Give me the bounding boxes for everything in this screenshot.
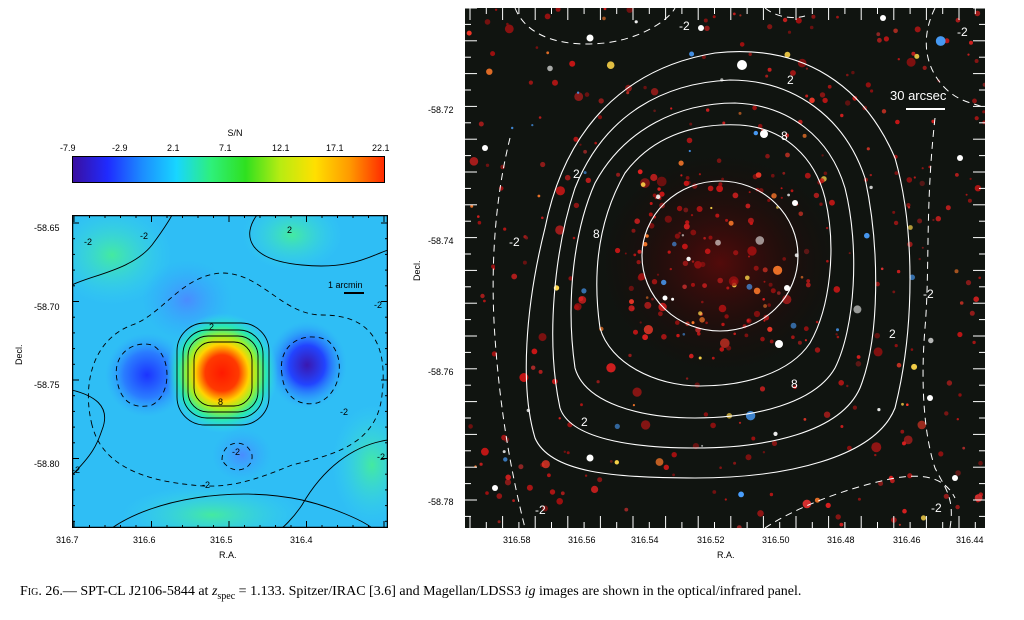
right-contour-label: 8 — [781, 129, 788, 143]
colorbar-tick-label: 7.1 — [219, 143, 232, 153]
right-contour-label: 2 — [787, 73, 794, 87]
right-contour-label: -2 — [923, 287, 934, 301]
caption-z: z — [211, 584, 218, 599]
left-ytick-label: -58.75 — [34, 380, 60, 390]
left-xlabel: R.A. — [219, 550, 237, 560]
right-contour-label: -2 — [957, 25, 968, 39]
right-xtick-label: 316.56 — [568, 535, 596, 545]
right-contour-label: -2 — [535, 503, 546, 517]
right-xtick-label: 316.44 — [956, 535, 984, 545]
left-contour-label: 8 — [218, 397, 223, 407]
right-ytick-label: -58.78 — [428, 497, 454, 507]
right-xtick-label: 316.50 — [762, 535, 790, 545]
right-xtick-label: 316.54 — [631, 535, 659, 545]
left-xtick-label: 316.6 — [133, 535, 156, 545]
left-xtick-label: 316.4 — [290, 535, 313, 545]
caption-text-1: — SPT-CL J2106-5844 at — [62, 584, 212, 599]
colorbar-tick-label: 22.1 — [372, 143, 390, 153]
left-ytick-label: -58.70 — [34, 302, 60, 312]
left-ytick-label: -58.80 — [34, 459, 60, 469]
right-xtick-label: 316.52 — [697, 535, 725, 545]
left-xtick-label: 316.7 — [56, 535, 79, 545]
left-ytick-label: -58.65 — [34, 223, 60, 233]
caption-text-2: = 1.133. Spitzer/IRAC [3.6] and Magellan… — [235, 584, 525, 599]
left-contour-label: -2 — [232, 447, 240, 457]
caption-z-sub: spec — [217, 590, 236, 602]
right-contour-label: 2 — [573, 167, 580, 181]
right-contour-label: 2 — [889, 327, 896, 341]
right-ytick-label: -58.72 — [428, 105, 454, 115]
colorbar-gradient — [72, 156, 385, 183]
left-xtick-label: 316.5 — [210, 535, 233, 545]
left-contour-label: -2 — [202, 480, 210, 490]
left-contour-label: -2 — [377, 452, 385, 462]
right-contour-label: -2 — [509, 235, 520, 249]
caption-bands: ig — [524, 584, 536, 599]
right-ytick-label: -58.76 — [428, 367, 454, 377]
right-xtick-label: 316.58 — [503, 535, 531, 545]
left-contour-label: -2 — [340, 407, 348, 417]
colorbar-tick-label: -7.9 — [60, 143, 76, 153]
left-contour-label: -2 — [374, 300, 382, 310]
colorbar: S/N -7.9 -2.9 2.1 7.1 12.1 17.1 22.1 — [60, 128, 400, 188]
right-contour-label: -2 — [931, 501, 942, 515]
right-xtick-label: 316.46 — [893, 535, 921, 545]
caption-text-3: images are shown in the optical/infrared… — [535, 584, 802, 599]
optical-ir-image: 30 arcsec 2 8 2 8 8 2 2 -2 -2 -2 -2 -2 -… — [465, 8, 985, 528]
colorbar-tick-label: 12.1 — [272, 143, 290, 153]
left-contour-label: -2 — [72, 465, 80, 475]
colorbar-tick-label: 2.1 — [167, 143, 180, 153]
caption-fig-number: Fig. 26. — [20, 584, 63, 599]
right-xtick-label: 316.48 — [827, 535, 855, 545]
right-ylabel: Decl. — [412, 260, 422, 281]
right-contour-label: 2 — [581, 415, 588, 429]
sn-map: 1 arcmin -2 -2 2 -2 2 8 -2 -2 -2 -2 -2 — [72, 215, 388, 528]
figure-caption: Fig. 26.— SPT-CL J2106-5844 at zspec = 1… — [20, 583, 1020, 605]
left-contour-label: -2 — [140, 231, 148, 241]
left-contour-label: 2 — [287, 225, 292, 235]
right-contour-label: 8 — [791, 377, 798, 391]
right-scalebar-label: 30 arcsec — [890, 88, 947, 103]
left-ylabel: Decl. — [14, 344, 24, 365]
left-scalebar-label: 1 arcmin — [328, 280, 363, 290]
right-contour-label: 8 — [593, 227, 600, 241]
right-xlabel: R.A. — [717, 550, 735, 560]
colorbar-tick-label: -2.9 — [112, 143, 128, 153]
left-contour-label: -2 — [84, 237, 92, 247]
colorbar-title: S/N — [227, 128, 243, 138]
left-contour-label: 2 — [209, 322, 214, 332]
right-contour-label: -2 — [679, 19, 690, 33]
colorbar-tick-label: 17.1 — [326, 143, 344, 153]
right-ytick-label: -58.74 — [428, 236, 454, 246]
